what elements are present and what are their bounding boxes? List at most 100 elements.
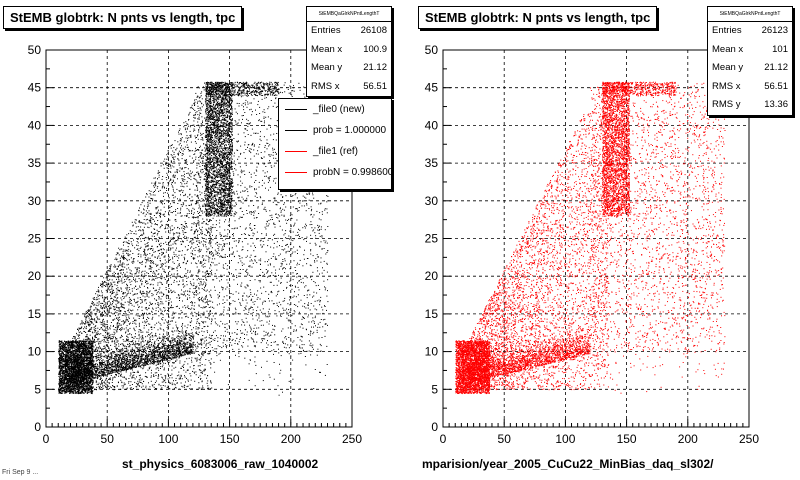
scatter-point bbox=[145, 360, 147, 362]
scatter-point bbox=[157, 345, 159, 347]
scatter-point bbox=[155, 207, 157, 209]
scatter-point bbox=[83, 373, 85, 375]
scatter-point bbox=[86, 387, 88, 389]
scatter-point bbox=[118, 254, 120, 256]
scatter-point bbox=[133, 361, 135, 363]
scatter-point bbox=[69, 386, 71, 388]
scatter-point bbox=[90, 340, 91, 342]
scatter-point bbox=[60, 378, 62, 380]
scatter-point bbox=[61, 387, 62, 389]
scatter-point bbox=[64, 372, 66, 373]
scatter-point bbox=[112, 371, 114, 373]
scatter-point bbox=[154, 251, 156, 253]
scatter-point bbox=[64, 346, 65, 348]
scatter-point bbox=[92, 362, 94, 364]
scatter-point bbox=[91, 361, 93, 363]
scatter-point bbox=[75, 362, 77, 364]
scatter-point bbox=[72, 343, 74, 345]
scatter-point bbox=[77, 387, 78, 388]
scatter-point bbox=[61, 380, 63, 382]
scatter-point bbox=[120, 348, 122, 350]
scatter-point bbox=[69, 368, 71, 370]
scatter-point bbox=[67, 363, 69, 365]
scatter-point bbox=[70, 390, 72, 392]
scatter-point bbox=[95, 363, 97, 364]
scatter-point bbox=[85, 386, 87, 387]
scatter-point bbox=[178, 333, 180, 334]
scatter-point bbox=[78, 358, 80, 360]
scatter-point bbox=[81, 389, 83, 391]
scatter-point bbox=[103, 369, 105, 371]
scatter-point bbox=[179, 276, 181, 278]
scatter-point bbox=[82, 364, 84, 365]
scatter-point bbox=[91, 384, 93, 386]
scatter-point bbox=[167, 356, 169, 358]
scatter-point bbox=[165, 352, 167, 354]
scatter-point bbox=[86, 370, 88, 372]
scatter-point bbox=[134, 345, 136, 347]
scatter-point bbox=[59, 365, 61, 367]
scatter-point bbox=[69, 392, 70, 394]
scatter-point bbox=[211, 337, 213, 339]
scatter-point bbox=[133, 342, 134, 344]
scatter-point bbox=[100, 355, 102, 357]
scatter-point bbox=[101, 361, 103, 363]
scatter-point bbox=[66, 366, 68, 368]
scatter-point bbox=[73, 392, 75, 394]
scatter-point bbox=[68, 385, 69, 387]
scatter-point bbox=[85, 355, 87, 357]
scatter-point bbox=[183, 349, 185, 351]
scatter-point bbox=[175, 345, 177, 347]
scatter-point bbox=[108, 373, 110, 375]
scatter-point bbox=[73, 363, 75, 365]
scatter-point bbox=[65, 374, 67, 376]
scatter-point bbox=[170, 345, 172, 347]
scatter-point bbox=[91, 365, 92, 367]
scatter-point bbox=[151, 328, 153, 330]
scatter-point bbox=[115, 257, 117, 259]
scatter-point bbox=[64, 364, 66, 366]
scatter-point bbox=[194, 101, 196, 103]
scatter-point bbox=[66, 349, 68, 351]
scatter-point bbox=[82, 389, 83, 391]
scatter-point bbox=[191, 344, 193, 346]
scatter-point bbox=[76, 391, 78, 392]
scatter-point bbox=[163, 359, 165, 361]
scatter-point bbox=[126, 362, 127, 363]
scatter-point bbox=[211, 387, 213, 389]
scatter-point bbox=[192, 344, 194, 346]
scatter-point bbox=[61, 357, 63, 359]
scatter-point bbox=[153, 355, 155, 357]
scatter-point bbox=[150, 351, 152, 353]
scatter-point bbox=[147, 273, 149, 274]
scatter-point bbox=[193, 130, 194, 132]
scatter-point bbox=[81, 354, 83, 355]
scatter-point bbox=[163, 186, 165, 188]
scatter-point bbox=[177, 337, 179, 339]
scatter-point bbox=[163, 354, 165, 356]
scatter-point bbox=[147, 346, 149, 348]
scatter-point bbox=[125, 364, 127, 366]
scatter-point bbox=[60, 358, 62, 359]
scatter-point bbox=[72, 352, 74, 354]
scatter-point bbox=[117, 351, 119, 353]
scatter-point bbox=[196, 111, 198, 113]
scatter-point bbox=[175, 352, 177, 354]
scatter-point bbox=[183, 351, 185, 353]
scatter-point bbox=[82, 362, 84, 364]
scatter-point bbox=[69, 389, 71, 391]
scatter-point bbox=[144, 239, 145, 241]
scatter-point bbox=[142, 345, 144, 347]
scatter-point bbox=[82, 383, 84, 385]
scatter-point bbox=[59, 340, 60, 342]
scatter-point bbox=[67, 345, 69, 347]
scatter-point bbox=[66, 390, 68, 392]
scatter-point bbox=[86, 358, 88, 360]
scatter-point bbox=[95, 374, 97, 376]
scatter-point bbox=[64, 374, 66, 375]
scatter-point bbox=[74, 354, 76, 356]
scatter-point bbox=[165, 241, 167, 243]
scatter-point bbox=[73, 353, 75, 355]
scatter-point bbox=[95, 314, 97, 316]
scatter-point bbox=[84, 347, 86, 349]
